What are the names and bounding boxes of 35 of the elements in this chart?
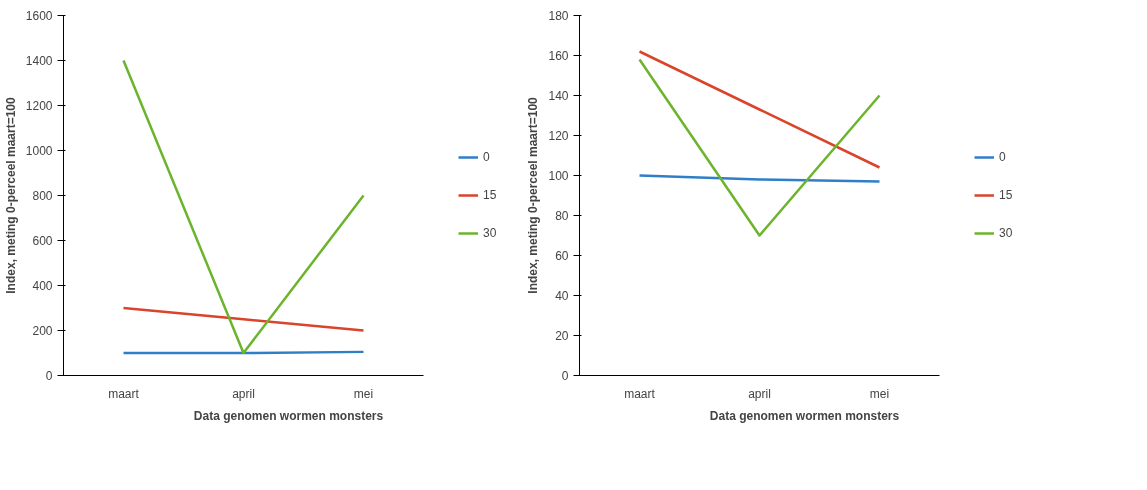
legend-label: 30 <box>999 226 1014 240</box>
legend-label: 15 <box>999 188 1014 202</box>
legend-label: 30 <box>483 226 498 240</box>
x-tick-label: mei <box>869 386 890 401</box>
legend-label: 0 <box>999 150 1007 164</box>
x-tick-label: april <box>232 386 255 401</box>
y-tick-label: 40 <box>555 289 569 303</box>
x-axis-title: Data genomen wormen monsters <box>193 408 384 423</box>
y-tick-label: 0 <box>45 369 53 383</box>
y-tick-label: 1600 <box>25 9 53 23</box>
x-tick-label: maart <box>624 386 656 401</box>
y-tick-label: 800 <box>32 189 53 203</box>
y-tick-label: 60 <box>555 249 569 263</box>
legend-label: 0 <box>483 150 491 164</box>
y-tick-label: 200 <box>32 324 53 338</box>
y-tick-label: 400 <box>32 279 53 293</box>
y-tick-label: 100 <box>548 169 569 183</box>
y-tick-label: 0 <box>561 369 569 383</box>
y-tick-label: 120 <box>548 129 569 143</box>
x-axis-title: Data genomen wormen monsters <box>709 408 900 423</box>
y-tick-label: 160 <box>548 49 569 63</box>
y-tick-label: 140 <box>548 89 569 103</box>
x-tick-label: april <box>748 386 771 401</box>
y-tick-label: 1200 <box>25 99 53 113</box>
y-axis-title: Index, meting 0-perceel maart=100 <box>526 96 541 294</box>
y-tick-label: 600 <box>32 234 53 248</box>
y-tick-label: 20 <box>555 329 569 343</box>
y-tick-label: 1000 <box>25 144 53 158</box>
x-tick-label: mei <box>353 386 374 401</box>
legend-label: 15 <box>483 188 498 202</box>
x-tick-label: maart <box>108 386 140 401</box>
y-tick-label: 80 <box>555 209 569 223</box>
y-tick-label: 1400 <box>25 54 53 68</box>
y-axis-title: Index, meting 0-perceel maart=100 <box>3 96 18 294</box>
y-tick-label: 180 <box>548 9 569 23</box>
